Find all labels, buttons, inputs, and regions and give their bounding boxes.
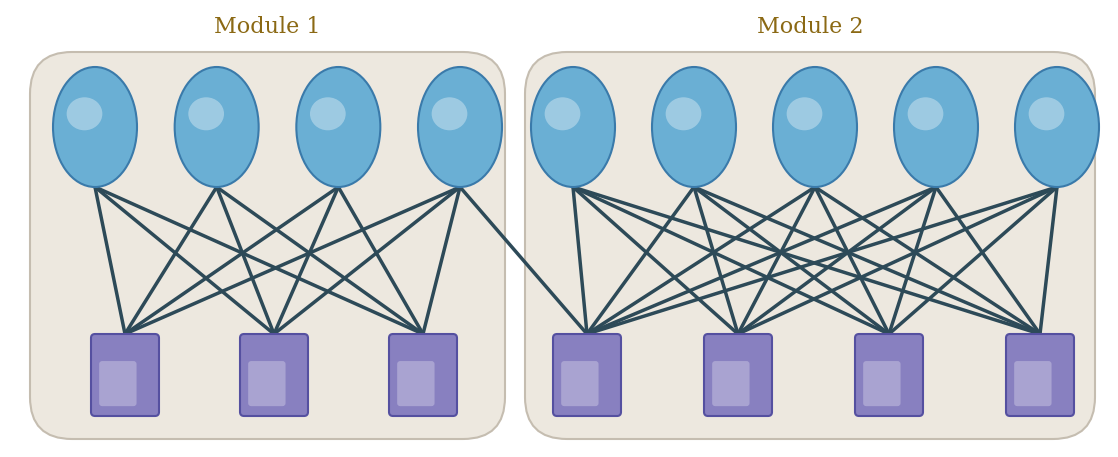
FancyBboxPatch shape [1006, 334, 1074, 416]
Ellipse shape [53, 67, 138, 187]
FancyBboxPatch shape [389, 334, 457, 416]
FancyBboxPatch shape [704, 334, 773, 416]
FancyBboxPatch shape [91, 334, 159, 416]
Ellipse shape [67, 97, 103, 130]
FancyBboxPatch shape [855, 334, 923, 416]
FancyBboxPatch shape [712, 361, 749, 406]
Ellipse shape [1029, 97, 1064, 130]
Ellipse shape [174, 67, 258, 187]
FancyBboxPatch shape [240, 334, 307, 416]
Ellipse shape [531, 67, 615, 187]
Ellipse shape [894, 67, 978, 187]
Ellipse shape [188, 97, 224, 130]
Ellipse shape [418, 67, 502, 187]
FancyBboxPatch shape [100, 361, 136, 406]
Ellipse shape [908, 97, 944, 130]
Ellipse shape [665, 97, 701, 130]
FancyBboxPatch shape [553, 334, 620, 416]
FancyBboxPatch shape [863, 361, 901, 406]
FancyBboxPatch shape [248, 361, 285, 406]
Ellipse shape [544, 97, 580, 130]
Ellipse shape [432, 97, 467, 130]
FancyBboxPatch shape [30, 52, 505, 439]
Ellipse shape [652, 67, 736, 187]
FancyBboxPatch shape [1014, 361, 1052, 406]
Ellipse shape [296, 67, 380, 187]
FancyBboxPatch shape [397, 361, 435, 406]
FancyBboxPatch shape [525, 52, 1095, 439]
Ellipse shape [1015, 67, 1099, 187]
Ellipse shape [773, 67, 858, 187]
Ellipse shape [787, 97, 823, 130]
Text: Module 1: Module 1 [215, 16, 321, 38]
Ellipse shape [310, 97, 345, 130]
FancyBboxPatch shape [561, 361, 598, 406]
Text: Module 2: Module 2 [757, 16, 863, 38]
